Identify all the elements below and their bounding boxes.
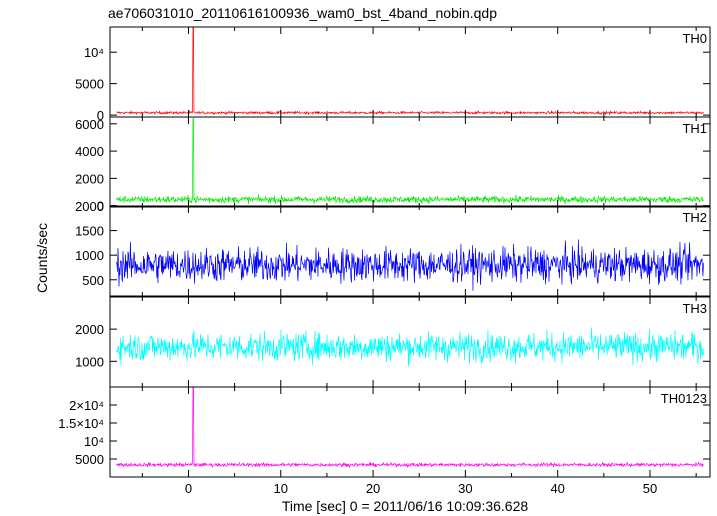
y-tick-label: 10⁴ (84, 434, 104, 449)
panel-th3: 1000 2000 TH3 (75, 296, 711, 388)
y-tick-label: 2000 (75, 171, 104, 186)
panel-label-th2: TH2 (682, 210, 707, 225)
y-tick-label: 2000 (75, 322, 104, 337)
x-tick-label: 0 (185, 481, 192, 496)
y-tick-label: 6000 (75, 117, 104, 132)
y-tick-label: 5000 (75, 77, 104, 92)
y-tick-label: 1500 (75, 224, 104, 239)
series-line-th0 (116, 27, 704, 116)
panel-frame (109, 116, 711, 208)
x-axis-title: Time [sec] 0 = 2011/06/16 10:09:36.628 (282, 498, 529, 514)
panel-th0123: 5000 10⁴ 1.5×10⁴ 2×10⁴ TH0123 (58, 386, 711, 478)
panel-th2: 500 1000 1500 2000 TH2 (75, 199, 711, 297)
panel-label-th0123: TH0123 (661, 391, 707, 406)
x-tick-label: 50 (643, 481, 657, 496)
y-tick-label: 10⁴ (84, 45, 104, 60)
series-line-th2 (116, 239, 704, 291)
y-tick-label: 1000 (75, 248, 104, 263)
y-tick-label: 1.5×10⁴ (58, 416, 104, 431)
panel-frame (109, 386, 711, 478)
y-axis-title: Counts/sec (34, 223, 50, 293)
y-tick-label: 0 (97, 199, 104, 214)
chart-title: ae706031010_20110616100936_wam0_bst_4ban… (108, 5, 497, 21)
y-tick-label: 2000 (75, 199, 104, 214)
panel-label-th0: TH0 (682, 31, 707, 46)
y-tick-label: 500 (82, 273, 104, 288)
x-tick-label: 30 (458, 481, 472, 496)
x-tick-label: 40 (550, 481, 564, 496)
y-tick-label: 5000 (75, 452, 104, 467)
x-tick-label: 10 (274, 481, 288, 496)
y-tick-label: 0 (97, 108, 104, 123)
series-line-th0123 (116, 387, 704, 469)
y-tick-label: 1000 (75, 354, 104, 369)
panel-frame (109, 205, 711, 297)
series-line-th3 (116, 327, 704, 367)
x-tick-label: 20 (366, 481, 380, 496)
panel-label-th3: TH3 (682, 301, 707, 316)
y-tick-label: 2×10⁴ (69, 398, 104, 413)
series-line-th1 (116, 118, 704, 205)
y-tick-label: 4000 (75, 144, 104, 159)
panel-label-th1: TH1 (682, 121, 707, 136)
